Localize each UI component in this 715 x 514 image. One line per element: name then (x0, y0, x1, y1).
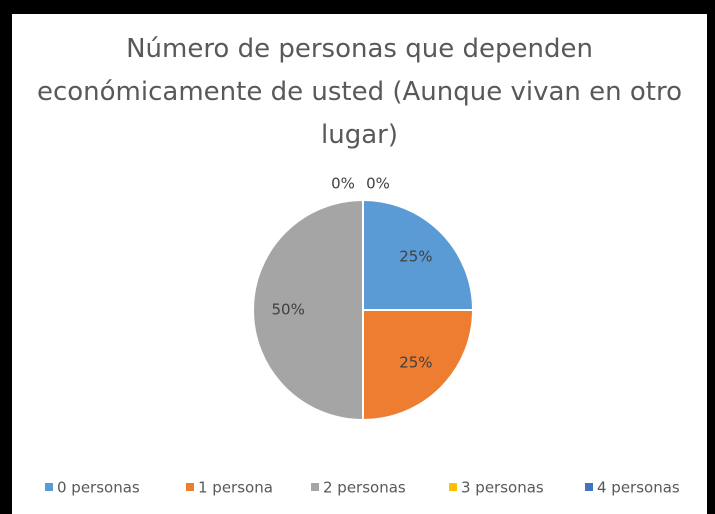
chart-area: Número de personas que dependen económic… (12, 14, 707, 514)
pie-slice (362, 198, 475, 311)
legend-swatch (585, 483, 593, 491)
data-label: 50% (272, 301, 305, 319)
chart-title: Número de personas que dependen económic… (36, 34, 683, 150)
pie-slice (362, 309, 475, 422)
data-label: 0% (331, 175, 355, 193)
legend-label: 4 personas (597, 479, 680, 497)
data-label: 25% (399, 353, 432, 371)
legend-swatch (311, 483, 319, 491)
legend-label: 1 persona (198, 479, 273, 497)
data-label: 25% (399, 248, 432, 266)
legend-label: 3 personas (461, 479, 544, 497)
legend-label: 0 personas (57, 479, 140, 497)
legend-swatch (186, 483, 194, 491)
legend-label: 2 personas (323, 479, 406, 497)
legend-swatch (449, 483, 457, 491)
pie-slice (252, 198, 364, 422)
data-label: 0% (366, 175, 390, 193)
legend-swatch (45, 483, 53, 491)
